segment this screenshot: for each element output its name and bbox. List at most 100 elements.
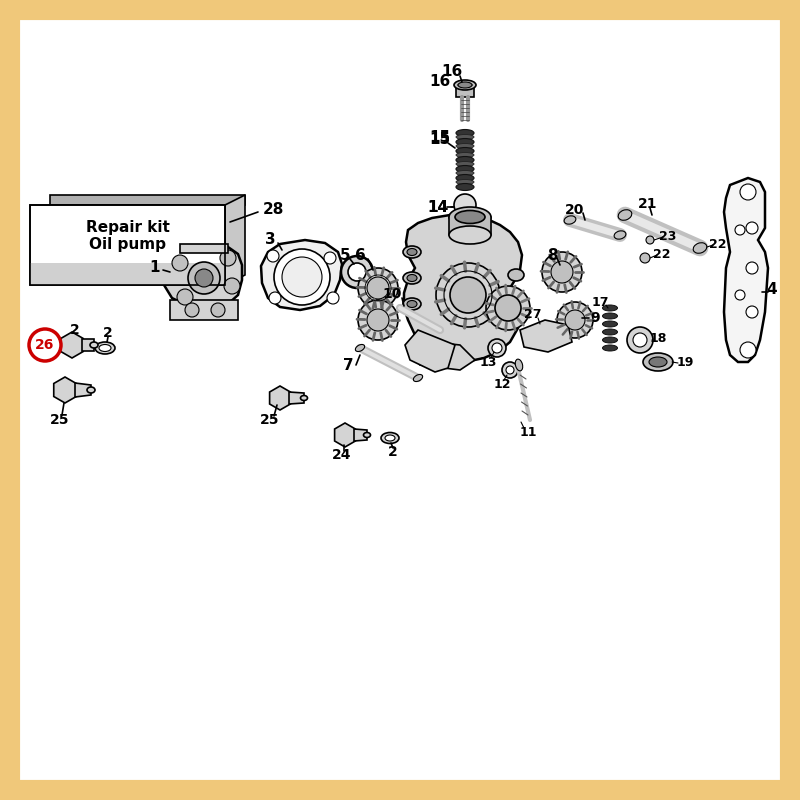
Text: 2: 2 (70, 323, 80, 337)
Circle shape (211, 303, 225, 317)
Circle shape (646, 236, 654, 244)
Ellipse shape (87, 387, 95, 393)
Ellipse shape (602, 321, 618, 327)
Polygon shape (225, 195, 245, 285)
Circle shape (633, 333, 647, 347)
Text: 2: 2 (103, 326, 113, 340)
Circle shape (746, 262, 758, 274)
Text: 2: 2 (388, 445, 398, 459)
Polygon shape (404, 215, 522, 362)
Polygon shape (54, 377, 76, 403)
Text: 7: 7 (342, 358, 354, 373)
Text: 15: 15 (430, 133, 450, 147)
Circle shape (220, 250, 236, 266)
Circle shape (488, 339, 506, 357)
Circle shape (269, 292, 281, 304)
Circle shape (492, 343, 502, 353)
Ellipse shape (456, 179, 474, 185)
Polygon shape (270, 386, 290, 410)
Ellipse shape (403, 246, 421, 258)
Circle shape (188, 262, 220, 294)
Ellipse shape (363, 433, 370, 438)
Circle shape (746, 222, 758, 234)
Ellipse shape (456, 134, 474, 139)
Circle shape (185, 303, 199, 317)
Ellipse shape (456, 170, 474, 175)
Text: 23: 23 (659, 230, 677, 242)
Text: 4: 4 (766, 282, 778, 298)
Text: Oil pump: Oil pump (89, 238, 166, 253)
Ellipse shape (455, 210, 485, 223)
Circle shape (696, 244, 704, 252)
Ellipse shape (602, 329, 618, 335)
Circle shape (177, 289, 193, 305)
Text: Repair kit: Repair kit (86, 220, 170, 235)
Circle shape (195, 269, 213, 287)
Ellipse shape (614, 231, 626, 239)
Circle shape (348, 263, 366, 281)
Polygon shape (82, 339, 94, 351)
Text: 17: 17 (591, 295, 609, 309)
Ellipse shape (407, 249, 417, 255)
Text: 12: 12 (494, 378, 510, 391)
Ellipse shape (90, 342, 98, 348)
Polygon shape (170, 300, 238, 320)
FancyBboxPatch shape (18, 18, 782, 782)
Ellipse shape (456, 138, 474, 146)
Ellipse shape (643, 353, 673, 371)
Circle shape (542, 252, 582, 292)
Circle shape (274, 249, 330, 305)
Text: 19: 19 (676, 355, 694, 369)
Text: 14: 14 (427, 199, 449, 214)
Circle shape (267, 250, 279, 262)
Text: 6: 6 (354, 249, 366, 263)
Circle shape (506, 366, 514, 374)
Circle shape (746, 306, 758, 318)
Circle shape (436, 263, 500, 327)
Polygon shape (354, 429, 367, 441)
Text: 15: 15 (430, 130, 450, 146)
Circle shape (224, 278, 240, 294)
Circle shape (565, 310, 585, 330)
Ellipse shape (602, 345, 618, 351)
Circle shape (735, 225, 745, 235)
Circle shape (557, 302, 593, 338)
Ellipse shape (99, 345, 111, 351)
Text: 9: 9 (590, 311, 600, 325)
Ellipse shape (403, 298, 421, 310)
Text: 11: 11 (519, 426, 537, 438)
Text: 13: 13 (479, 355, 497, 369)
Polygon shape (75, 383, 91, 397)
Ellipse shape (456, 162, 474, 166)
Circle shape (29, 329, 61, 361)
Text: 3: 3 (265, 233, 275, 247)
Text: 25: 25 (260, 413, 280, 427)
Polygon shape (61, 332, 83, 358)
Ellipse shape (458, 82, 472, 88)
Ellipse shape (456, 153, 474, 158)
Text: 16: 16 (442, 65, 462, 79)
Polygon shape (30, 205, 225, 285)
Ellipse shape (381, 433, 399, 443)
Text: 25: 25 (50, 413, 70, 427)
Polygon shape (456, 88, 474, 97)
Ellipse shape (602, 337, 618, 343)
Text: 20: 20 (566, 203, 585, 217)
Circle shape (495, 295, 521, 321)
Text: 26: 26 (35, 338, 54, 352)
Polygon shape (180, 244, 228, 253)
Ellipse shape (456, 143, 474, 149)
Ellipse shape (403, 272, 421, 284)
Ellipse shape (456, 157, 474, 163)
Text: 21: 21 (638, 197, 658, 211)
Circle shape (486, 286, 530, 330)
Ellipse shape (385, 435, 395, 441)
Circle shape (640, 253, 650, 263)
Ellipse shape (95, 342, 115, 354)
Ellipse shape (456, 174, 474, 182)
Ellipse shape (649, 357, 667, 367)
Circle shape (454, 194, 476, 216)
Polygon shape (289, 392, 304, 404)
Ellipse shape (449, 226, 491, 244)
Circle shape (367, 277, 389, 299)
